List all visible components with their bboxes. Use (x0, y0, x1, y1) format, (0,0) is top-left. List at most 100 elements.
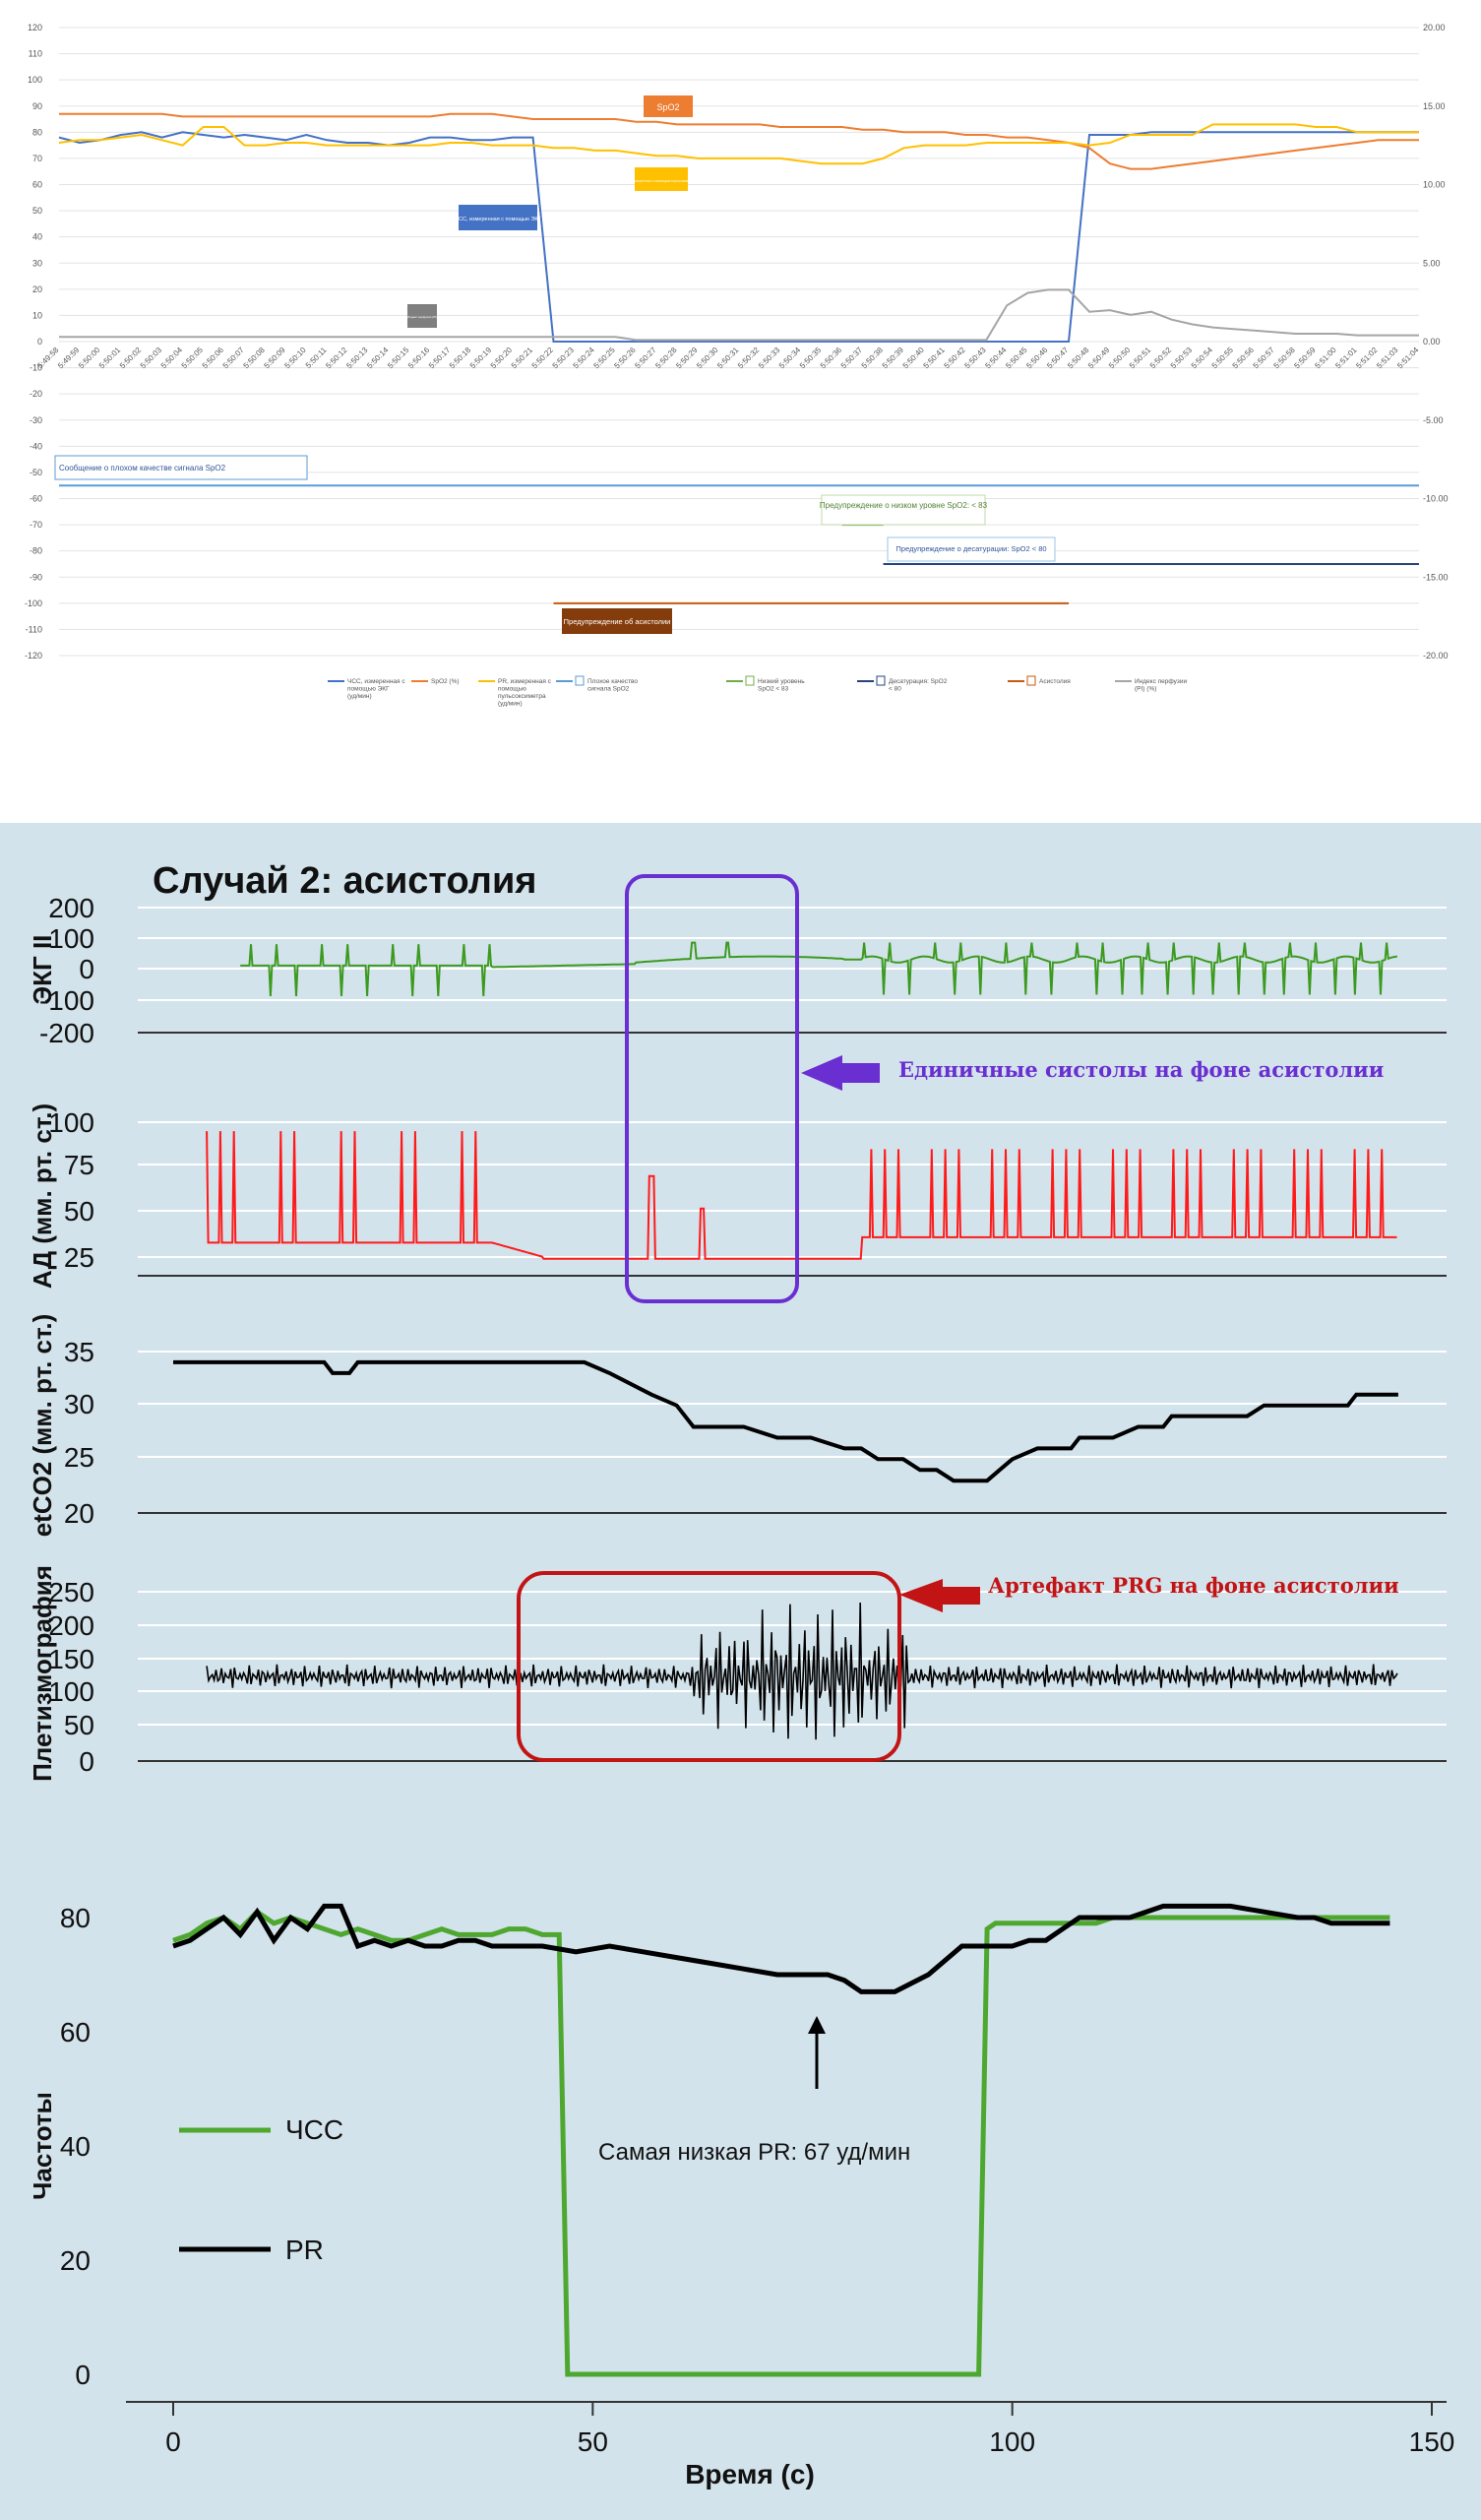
top-legend-swatch-box (745, 675, 755, 686)
rates-series-line (172, 1908, 1390, 2377)
top-y2-tick-label: 10.00 (1423, 180, 1446, 190)
top-legend-label: Плохое качество сигнала SpO2 (587, 678, 638, 693)
top-y2-tick-label: -15.00 (1423, 572, 1449, 582)
pi-callout: Индекс перфузии (PI) (407, 315, 437, 319)
bottom-y-tick-label: 100 (48, 923, 94, 954)
bottom-y-tick-label: 200 (48, 1610, 94, 1641)
top-y-tick-label: 20 (32, 284, 42, 294)
pi-callout-box (407, 304, 437, 328)
pleth-line (206, 1602, 1398, 1740)
bottom-y-tick-label: 150 (48, 1644, 94, 1674)
bottom-y-axis-label: АД (мм. рт. ст.) (28, 1103, 57, 1289)
rates-series (172, 1903, 1390, 2377)
top-y-tick-label: 10 (32, 310, 42, 320)
desat-label-box (887, 536, 1056, 562)
bottom-y-tick-label: 25 (64, 1242, 94, 1273)
top-y2-tick-label: -10.00 (1423, 494, 1449, 504)
rates-x-tick-label: 150 (1409, 2426, 1455, 2457)
top-series-line (58, 123, 1419, 165)
top-legend-label: ЧСС, измеренная с помощью ЭКГ (уд/мин) (347, 678, 405, 700)
purple-arrow-icon (801, 1055, 880, 1091)
rates-y-tick-label: 40 (60, 2131, 91, 2162)
top-y-tick-label: 40 (32, 232, 42, 242)
bottom-y-tick-label: 250 (48, 1577, 94, 1607)
x-axis-label: Время (с) (685, 2459, 815, 2489)
plethysmography-trace (206, 1602, 1398, 1740)
top-legend-label: Десатурация: SpO2 < 80 (889, 678, 948, 693)
blood-pressure-trace (206, 1131, 1397, 1260)
top-y-tick-label: 90 (32, 101, 42, 111)
top-y-tick-label: 50 (32, 206, 42, 216)
top-y-tick-label: 60 (32, 180, 42, 190)
bottom-y-axis-label: etCO2 (мм. рт. ст.) (28, 1314, 57, 1538)
hr-callout: ЧСС, измеренная с помощью ЭКГ (455, 217, 540, 222)
prg-artifact-annotation: Артефакт PRG на фоне асистолии (988, 1573, 1399, 1598)
top-y-tick-label: -90 (30, 572, 42, 582)
top-legend-label: Асистолия (1039, 678, 1071, 685)
ecg-line (240, 941, 1397, 996)
top-legend: ЧСС, измеренная с помощью ЭКГ (уд/мин) SpO2… (328, 675, 1188, 708)
top-y-tick-label: 110 (29, 49, 42, 59)
top-series-line (58, 131, 1419, 343)
top-legend-swatch-box (876, 675, 886, 686)
rates-x-tick-label: 50 (578, 2426, 608, 2457)
bottom-y-axis-label: Плетизмография (28, 1565, 57, 1782)
bottom-y-tick-label: 100 (48, 1107, 94, 1138)
top-y2-tick-label: -5.00 (1423, 415, 1444, 425)
top-series-line (59, 288, 1419, 342)
top-y-tick-label: -80 (30, 546, 42, 556)
red-arrow-icon (899, 1579, 980, 1612)
bottom-y-tick-label: 0 (79, 954, 94, 984)
single-systoles-box (625, 874, 799, 1303)
legend-hr-label: ЧСС (285, 2114, 343, 2145)
lowest-pr-arrow-icon (808, 2016, 826, 2034)
top-left-axis-ticks: 1201101009080706050403020100-10-20-30-40… (25, 23, 42, 661)
top-y2-tick-label: 20.00 (1423, 23, 1446, 32)
top-y-tick-label: -10 (30, 363, 42, 373)
ecg-ii-trace (240, 941, 1397, 996)
top-y-tick-label: 100 (28, 75, 42, 85)
prg-artifact-box (517, 1571, 901, 1762)
pr-callout-box (635, 167, 688, 191)
poor-signal-label-box (54, 455, 308, 480)
top-y-tick-label: -100 (25, 598, 42, 608)
top-y-tick-label: 70 (32, 154, 42, 163)
pr-callout: PR, измеренная с помощью пульсоксиметра (625, 179, 699, 183)
top-right-axis-ticks: 20.00 15.00 10.00 5.00 0.00 -5.00 -10.00 -15.00… (1423, 23, 1449, 661)
hr-callout-box (459, 205, 537, 230)
top-y2-tick-label: 15.00 (1423, 101, 1446, 111)
bottom-y-tick-label: 35 (64, 1337, 94, 1367)
top-y-tick-label: 120 (28, 23, 42, 32)
bottom-y-tick-label: 100 (48, 1676, 94, 1707)
top-series-lines (58, 112, 1419, 343)
poor-signal-label: Сообщение о плохом качестве сигнала SpO2 (59, 464, 226, 472)
legend-pr-label: PR (285, 2235, 324, 2265)
bottom-y-tick-label: 0 (79, 1746, 94, 1777)
bottom-y-axis-label: ЭКГ II (28, 935, 57, 1005)
top-legend-label: SpO2 (%) (431, 678, 460, 685)
top-y-tick-label: -30 (30, 415, 42, 425)
lowest-pr-annotation: Самая низкая PR: 67 уд/мин (598, 2139, 910, 2166)
rates-x-tick-label: 0 (165, 2426, 181, 2457)
rates-y-tick-label: 20 (60, 2245, 91, 2276)
spo2-callout-box (644, 95, 693, 117)
case2-figure: Случай 2: асистолия 2001000-100-20010075… (0, 823, 1481, 2520)
top-y-tick-label: -60 (30, 494, 42, 504)
top-y-tick-label: -110 (26, 624, 42, 634)
bottom-y-tick-label: 200 (48, 893, 94, 923)
top-y2-tick-label: 5.00 (1423, 258, 1441, 268)
top-legend-swatch-box (1026, 675, 1036, 686)
top-y-tick-label: -50 (30, 468, 42, 477)
rates-x-tick-label: 100 (989, 2426, 1035, 2457)
top-y2-tick-label: 0.00 (1423, 337, 1441, 346)
bottom-y-tick-label: 30 (64, 1389, 94, 1419)
top-legend-label: Низкий уровень SpO2 < 83 (758, 677, 805, 693)
rates-series-line (172, 1903, 1390, 1994)
top-series-line (59, 112, 1419, 170)
top-y-tick-label: -40 (30, 441, 42, 451)
top-y2-tick-label: -20.00 (1423, 651, 1449, 661)
asystole-label-box (562, 608, 672, 634)
bottom-y-tick-label: 50 (64, 1710, 94, 1740)
top-legend-label: Индекс перфузии (PI) (%) (1135, 678, 1188, 693)
